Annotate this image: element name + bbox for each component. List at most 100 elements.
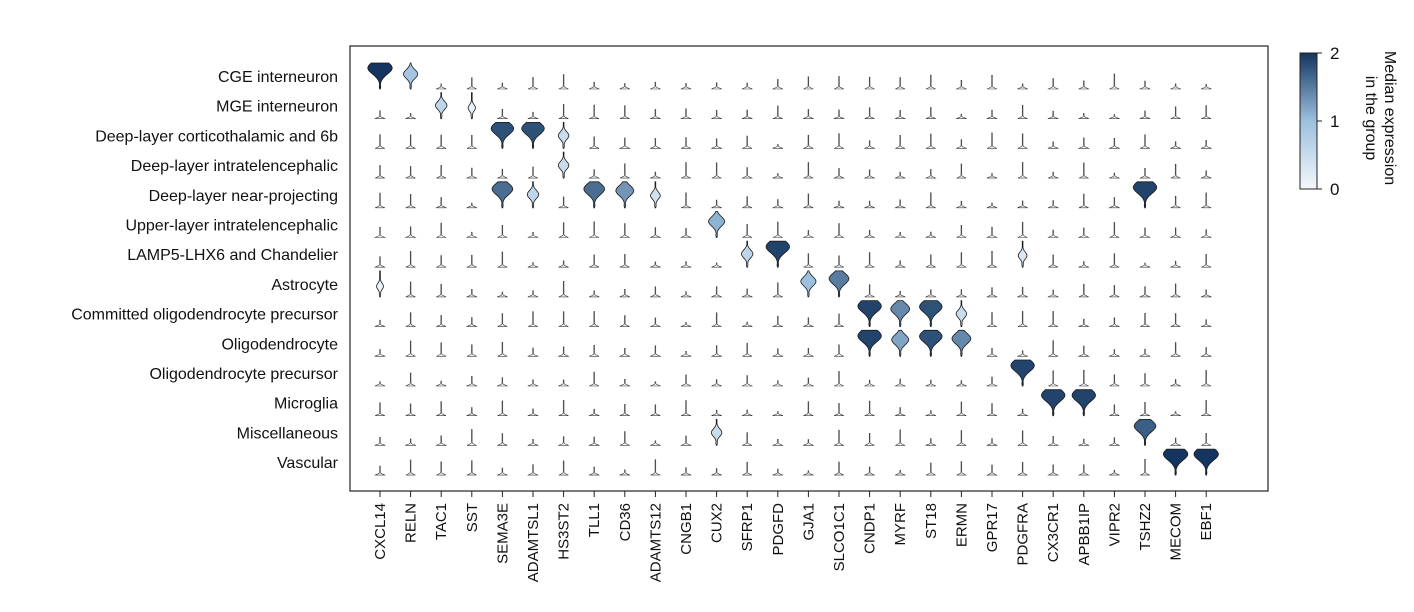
plot-frame [349, 45, 1269, 492]
colorbar-tick-label-0: 0 [1330, 180, 1339, 199]
violin-11-25 [1140, 402, 1150, 416]
violin-12-18 [925, 438, 937, 446]
violin-9-15 [834, 344, 844, 357]
violin-9-3 [466, 344, 477, 357]
column-label-8: CD36 [617, 503, 634, 541]
column-labels: CXCL14 RELN TAC1 SST SEMA3E ADAMTSL1 HS3ST2 TLL… [372, 491, 1215, 582]
violin-0-23 [1077, 80, 1090, 90]
violin-5-17 [894, 231, 906, 238]
violin-2-12 [742, 135, 753, 149]
violin-1-5 [527, 111, 539, 119]
violin-5-10 [680, 228, 692, 238]
violin-9-17 [891, 329, 910, 357]
violin-9-10 [680, 351, 692, 357]
violin-11-10 [681, 400, 691, 416]
colorbar-tick-label-2: 2 [1330, 44, 1339, 63]
violin-10-18 [925, 379, 937, 387]
violin-11-3 [465, 407, 478, 416]
violin-0-19 [955, 79, 968, 90]
violin-10-8 [619, 379, 631, 387]
violin-1-10 [680, 108, 692, 119]
violin-7-27 [1200, 289, 1212, 298]
column-label-9: ADAMTS12 [647, 503, 664, 582]
violin-0-11 [710, 82, 723, 90]
violin-6-8 [619, 254, 630, 268]
violin-0-0 [367, 62, 393, 90]
violin-0-25 [1139, 80, 1151, 90]
violin-1-17 [894, 110, 907, 119]
violin-4-3 [466, 202, 478, 209]
violin-4-5 [526, 181, 540, 209]
violin-13-12 [742, 461, 753, 476]
violin-2-9 [649, 138, 662, 149]
violin-6-6 [557, 260, 570, 268]
violin-7-4 [496, 291, 508, 298]
violin-1-24 [1108, 114, 1120, 119]
violin-7-23 [1078, 283, 1089, 298]
violin-8-2 [436, 315, 447, 327]
violin-9-24 [1108, 349, 1121, 357]
violin-9-19 [951, 329, 972, 357]
violin-4-19 [955, 200, 968, 209]
violin-11-20 [987, 403, 997, 416]
row-label-5: Upper-layer intratelencephalic [125, 218, 338, 235]
violin-9-2 [436, 342, 447, 357]
violin-6-1 [405, 251, 416, 268]
violin-6-2 [436, 255, 447, 268]
violin-8-10 [680, 322, 692, 327]
violin-6-20 [987, 250, 997, 268]
violin-1-15 [833, 109, 845, 119]
violin-2-4 [490, 122, 515, 149]
violin-5-5 [527, 231, 539, 238]
violin-6-13 [765, 240, 790, 268]
violin-10-22 [1048, 370, 1059, 387]
column-label-3: SST [464, 503, 481, 532]
violin-9-1 [405, 340, 416, 357]
violin-9-23 [1077, 345, 1090, 357]
violin-5-6 [558, 222, 569, 238]
violin-10-12 [741, 375, 754, 387]
violin-9-13 [772, 348, 784, 357]
violin-10-17 [894, 378, 906, 387]
violin-7-5 [527, 290, 539, 298]
colorbar-ticks: 0 1 2 [1317, 44, 1339, 199]
violin-7-8 [619, 288, 631, 298]
violin-13-0 [374, 465, 386, 476]
violin-1-11 [710, 110, 723, 119]
column-label-25: TSHZ2 [1137, 503, 1154, 551]
violin-10-1 [405, 372, 416, 387]
violin-2-14 [803, 134, 814, 149]
colorbar-gradient [1299, 52, 1318, 190]
violin-4-7 [583, 181, 605, 209]
violin-13-17 [894, 469, 906, 476]
violin-7-12 [741, 288, 754, 298]
row-label-4: Deep-layer near-projecting [149, 188, 338, 205]
row-label-8: Committed oligodendrocyte precursor [71, 307, 338, 324]
column-label-5: ADAMTSL1 [525, 503, 542, 582]
violin-13-16 [863, 466, 876, 476]
violin-1-18 [925, 107, 936, 119]
violin-12-26 [1169, 437, 1182, 446]
violin-13-5 [527, 464, 539, 476]
violin-13-9 [650, 459, 661, 476]
violin-8-5 [528, 311, 538, 327]
violin-6-25 [1139, 262, 1151, 268]
violin-6-0 [373, 256, 387, 268]
violin-10-27 [1201, 370, 1212, 387]
violin-3-8 [619, 163, 630, 179]
violin-2-21 [1017, 133, 1028, 149]
violin-13-14 [802, 470, 814, 476]
violin-3-21 [1017, 162, 1028, 179]
violin-3-22 [1047, 171, 1059, 179]
violin-2-18 [925, 133, 936, 149]
violin-5-25 [1139, 227, 1151, 238]
column-label-27: EBF1 [1198, 503, 1215, 541]
row-labels: CGE interneuron MGE interneuron Deep-layer… [71, 69, 338, 472]
violin-11-24 [1109, 404, 1120, 416]
violin-4-0 [375, 192, 385, 209]
violin-10-7 [589, 371, 600, 387]
violin-7-7 [588, 290, 600, 298]
violin-8-6 [558, 311, 569, 327]
violin-layer [367, 62, 1219, 476]
